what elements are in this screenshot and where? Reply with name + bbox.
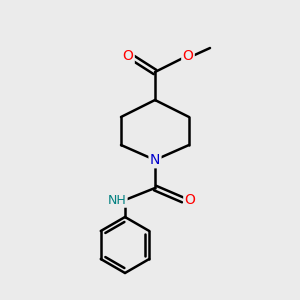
Text: N: N (150, 153, 160, 167)
Text: O: O (183, 49, 194, 63)
Text: O: O (184, 193, 195, 207)
Text: NH: NH (108, 194, 126, 206)
Text: O: O (123, 49, 134, 63)
